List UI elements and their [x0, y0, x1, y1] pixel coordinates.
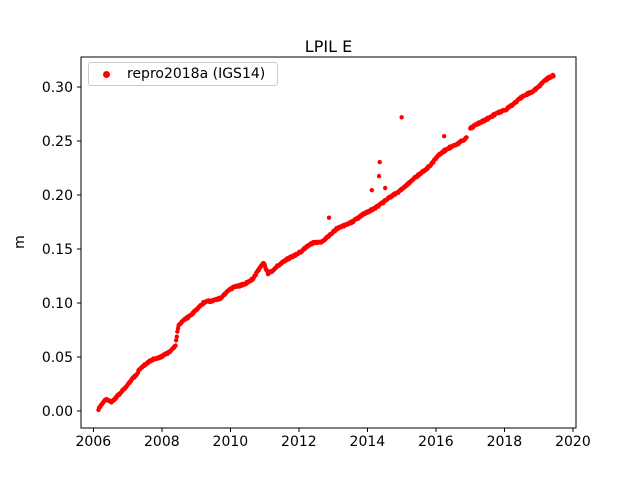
legend-label: repro2018a (IGS14) [127, 66, 266, 82]
svg-text:0.30: 0.30 [42, 80, 73, 96]
svg-text:0.20: 0.20 [42, 188, 73, 204]
svg-text:0.15: 0.15 [42, 242, 73, 258]
legend: repro2018a (IGS14) [88, 62, 278, 86]
svg-text:2014: 2014 [350, 434, 386, 450]
svg-text:2012: 2012 [281, 434, 317, 450]
svg-text:0.05: 0.05 [42, 350, 73, 366]
svg-text:0.10: 0.10 [42, 296, 73, 312]
svg-text:2008: 2008 [144, 434, 180, 450]
legend-marker-icon [103, 70, 110, 78]
svg-text:2010: 2010 [213, 434, 249, 450]
svg-text:2018: 2018 [487, 434, 523, 450]
svg-text:0.25: 0.25 [42, 134, 73, 150]
svg-text:2020: 2020 [555, 434, 591, 450]
svg-text:0.00: 0.00 [42, 404, 73, 420]
svg-text:2006: 2006 [76, 434, 112, 450]
chart-title: LPIL E [304, 37, 353, 56]
svg-text:2016: 2016 [418, 434, 454, 450]
